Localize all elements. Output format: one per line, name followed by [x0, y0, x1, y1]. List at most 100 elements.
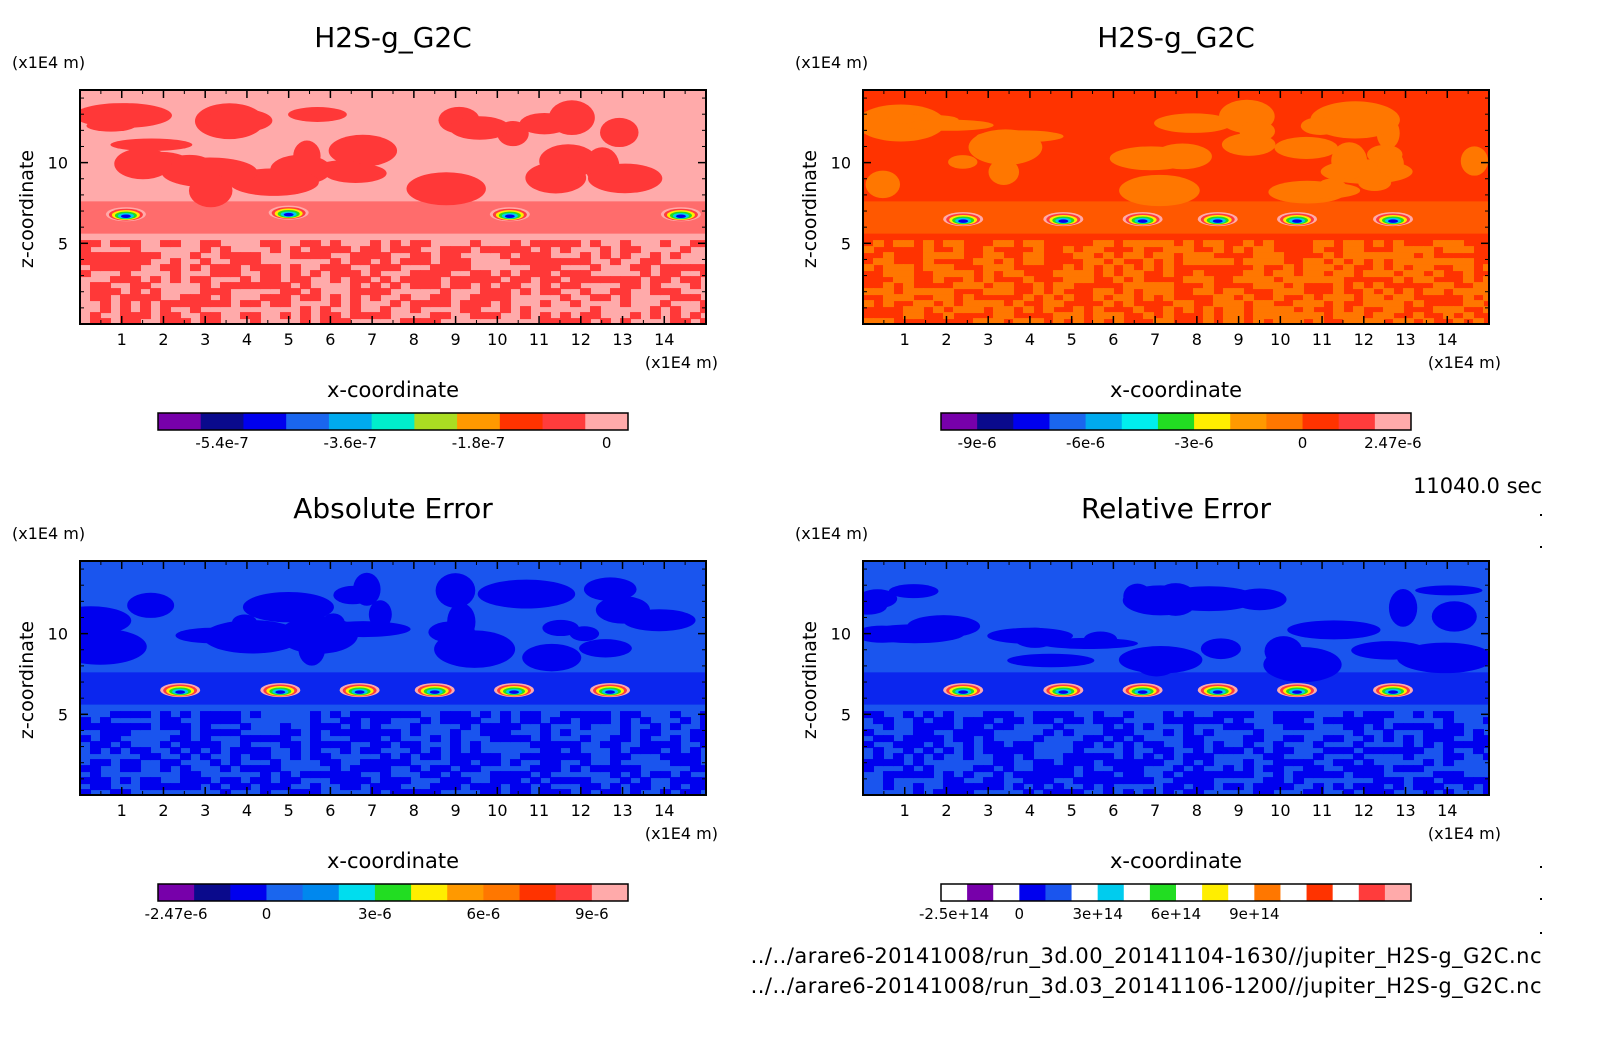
noise-cell [360, 765, 371, 773]
noise-cell [580, 753, 591, 761]
noise-cell [1103, 312, 1114, 320]
noise-cell [90, 294, 101, 302]
noise-cell [1433, 282, 1444, 290]
noise-cell [1073, 789, 1084, 795]
noise-cell [1193, 276, 1204, 284]
colorbar-segment [1157, 413, 1195, 430]
noise-cell [1433, 270, 1444, 278]
noise-cell [1403, 747, 1414, 755]
noise-cell [540, 270, 551, 278]
noise-cell [510, 240, 521, 248]
noise-cell [1073, 270, 1084, 278]
noise-cell [1283, 717, 1294, 725]
noise-cell [1053, 789, 1064, 795]
noise-cell [410, 747, 421, 755]
noise-cell [1233, 783, 1244, 791]
noise-cell [390, 759, 401, 767]
noise-cell [460, 723, 471, 731]
noise-cell [420, 270, 431, 278]
noise-cell [1273, 288, 1284, 296]
noise-cell [1163, 747, 1174, 755]
colorbar-segment [1071, 884, 1099, 901]
noise-cell [590, 312, 601, 320]
noise-cell [1373, 711, 1384, 719]
noise-cell [1273, 270, 1284, 278]
noise-cell [220, 288, 231, 296]
noise-cell [1203, 753, 1214, 761]
x-tick-label: 3 [200, 801, 210, 820]
noise-cell [200, 240, 211, 248]
noise-cell [580, 717, 591, 725]
noise-cell [600, 294, 611, 302]
noise-cell [1183, 276, 1194, 284]
noise-cell [640, 264, 651, 272]
noise-cell [903, 771, 914, 779]
hot-spot [1058, 690, 1069, 694]
noise-cell [863, 264, 874, 272]
colorbar-segment [447, 884, 484, 901]
noise-cell [1003, 747, 1014, 755]
noise-cell [490, 783, 501, 791]
noise-cell [1033, 252, 1044, 260]
noise-cell [90, 318, 101, 324]
noise-cell [270, 276, 281, 284]
noise-cell [953, 246, 964, 254]
noise-cell [923, 240, 934, 248]
noise-cell [1383, 270, 1394, 278]
colorbar-frame [940, 883, 1412, 902]
noise-cell [640, 717, 651, 725]
noise-cell [700, 765, 706, 773]
noise-cell [170, 783, 181, 791]
noise-cell [170, 747, 181, 755]
noise-cell [1103, 753, 1114, 761]
colorbar-label: -6e-6 [1066, 434, 1105, 452]
noise-cell [1343, 759, 1354, 767]
noise-cell [290, 264, 301, 272]
noise-cell [1253, 318, 1264, 324]
noise-cell [1233, 771, 1244, 779]
noise-cell [1383, 711, 1394, 719]
noise-cell [1163, 282, 1174, 290]
noise-cell [1303, 306, 1314, 314]
noise-cell [1243, 240, 1254, 248]
noise-cell [380, 753, 391, 761]
noise-cell [1143, 294, 1154, 302]
noise-cell [560, 729, 571, 737]
noise-cell [210, 741, 221, 749]
noise-cell [1193, 765, 1204, 773]
noise-cell [1203, 717, 1214, 725]
noise-cell [120, 252, 131, 260]
noise-cell [1013, 783, 1024, 791]
noise-cell [1443, 306, 1454, 314]
noise-cell [410, 270, 421, 278]
noise-cell [1483, 294, 1489, 302]
y-axis-label: z-coordinate [16, 150, 38, 268]
noise-cell [500, 294, 511, 302]
noise-cell [1313, 246, 1324, 254]
colorbar-label: -9e-6 [958, 434, 997, 452]
noise-cell [1033, 717, 1044, 725]
noise-cell [670, 711, 681, 719]
noise-cell [1153, 747, 1164, 755]
noise-cell [80, 765, 91, 773]
noise-cell [933, 723, 944, 731]
noise-cell [1273, 282, 1284, 290]
noise-cell [1163, 783, 1174, 791]
noise-cell [520, 306, 531, 314]
x-tick-label: 3 [200, 330, 210, 349]
noise-cell [480, 300, 491, 308]
noise-cell [903, 306, 914, 314]
noise-cell [160, 264, 171, 272]
noise-cell [140, 783, 151, 791]
cloud-shape [1152, 143, 1212, 170]
noise-cell [380, 765, 391, 773]
x-tick-label: 7 [367, 801, 377, 820]
noise-cell [1163, 753, 1174, 761]
noise-cell [110, 258, 121, 266]
colorbar-segment [1302, 413, 1340, 430]
noise-cell [390, 783, 401, 791]
noise-cell [380, 252, 391, 260]
noise-cell [983, 729, 994, 737]
noise-cell [1263, 252, 1274, 260]
noise-cell [260, 735, 271, 743]
